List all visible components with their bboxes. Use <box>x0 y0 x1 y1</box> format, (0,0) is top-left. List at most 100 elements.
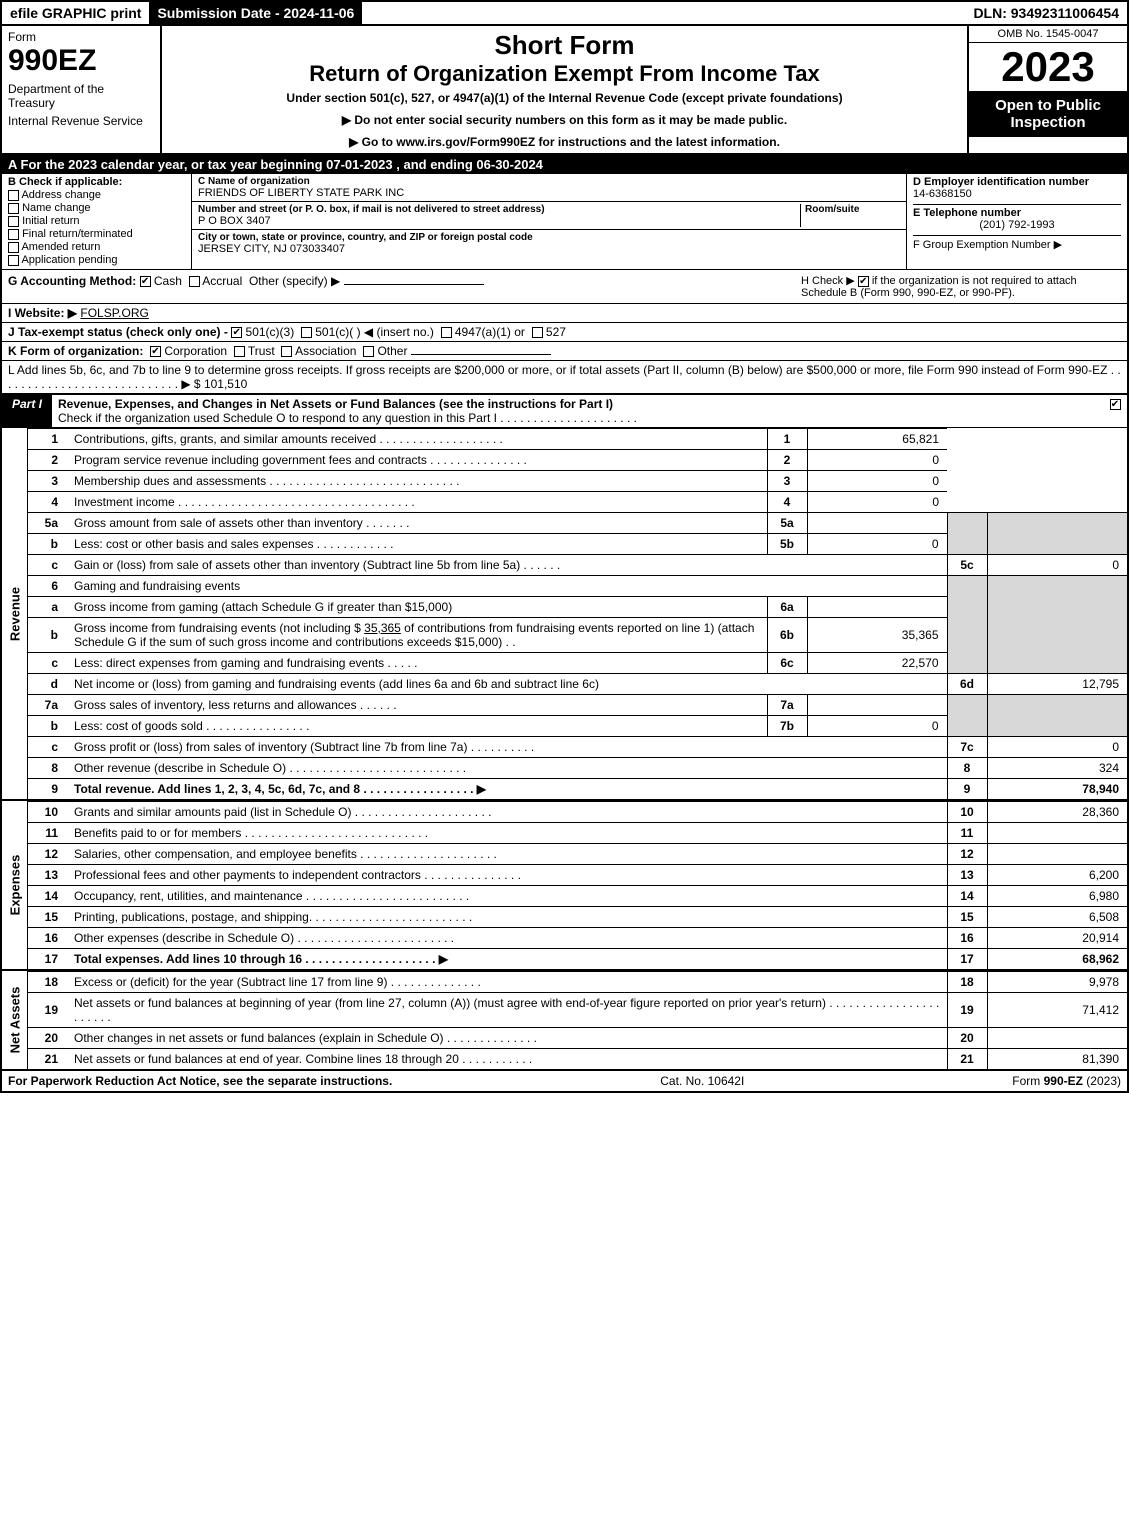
part-1-label: Part I <box>2 395 52 427</box>
line-5c-value: 0 <box>987 555 1127 576</box>
chk-amended-return[interactable]: Amended return <box>8 241 185 253</box>
chk-association[interactable] <box>281 346 292 357</box>
line-7c-value: 0 <box>987 737 1127 758</box>
dln: DLN: 93492311006454 <box>965 2 1127 24</box>
row-l: L Add lines 5b, 6c, and 7b to line 9 to … <box>2 361 1127 395</box>
efile-print-button[interactable]: efile GRAPHIC print <box>2 2 149 24</box>
chk-527[interactable] <box>532 327 543 338</box>
chk-accrual[interactable] <box>189 276 200 287</box>
line-21-value: 81,390 <box>987 1049 1127 1070</box>
f-group-label: F Group Exemption Number ▶ <box>913 239 1062 251</box>
line-2-value: 0 <box>807 450 947 471</box>
line-1-value: 65,821 <box>807 429 947 450</box>
open-to-public: Open to Public Inspection <box>969 91 1127 137</box>
row-g: G Accounting Method: Cash Accrual Other … <box>8 274 801 299</box>
d-ein-label: D Employer identification number <box>913 176 1121 188</box>
net-assets-table: 18Excess or (deficit) for the year (Subt… <box>28 971 1127 1069</box>
tax-year: 2023 <box>969 43 1127 91</box>
row-k: K Form of organization: Corporation Trus… <box>2 342 1127 361</box>
line-6d-value: 12,795 <box>987 674 1127 695</box>
chk-final-return[interactable]: Final return/terminated <box>8 228 185 240</box>
chk-corporation[interactable] <box>150 346 161 357</box>
chk-other-org[interactable] <box>363 346 374 357</box>
other-specify-input[interactable] <box>344 284 484 285</box>
form-word: Form <box>8 30 154 44</box>
revenue-section: Revenue 1Contributions, gifts, grants, a… <box>2 428 1127 799</box>
catalog-number: Cat. No. 10642I <box>392 1074 1012 1088</box>
telephone: (201) 792-1993 <box>913 219 1121 231</box>
street-label: Number and street (or P. O. box, if mail… <box>198 204 800 215</box>
part-1-header: Part I Revenue, Expenses, and Changes in… <box>2 395 1127 428</box>
chk-501c[interactable] <box>301 327 312 338</box>
year-block: OMB No. 1545-0047 2023 Open to Public In… <box>967 26 1127 153</box>
line-6b-value: 35,365 <box>807 618 947 653</box>
line-16-value: 20,914 <box>987 928 1127 949</box>
line-6a-value <box>807 597 947 618</box>
city-state-zip: JERSEY CITY, NJ 073033407 <box>198 243 900 255</box>
line-5b-value: 0 <box>807 534 947 555</box>
line-9-value: 78,940 <box>987 779 1127 800</box>
chk-4947[interactable] <box>441 327 452 338</box>
expenses-section: Expenses 10Grants and similar amounts pa… <box>2 799 1127 969</box>
row-h: H Check ▶ if the organization is not req… <box>801 274 1121 299</box>
section-bcd: B Check if applicable: Address change Na… <box>2 174 1127 270</box>
chk-cash[interactable] <box>140 276 151 287</box>
chk-initial-return[interactable]: Initial return <box>8 215 185 227</box>
chk-schedule-b[interactable] <box>858 276 869 287</box>
line-5a-value <box>807 513 947 534</box>
row-i: I Website: ▶ FOLSP.ORG <box>2 304 1127 323</box>
chk-name-change[interactable]: Name change <box>8 202 185 214</box>
gross-receipts: 101,510 <box>204 377 247 391</box>
revenue-table: 1Contributions, gifts, grants, and simil… <box>28 428 1127 799</box>
line-10-value: 28,360 <box>987 802 1127 823</box>
section-c: C Name of organization FRIENDS OF LIBERT… <box>192 174 907 269</box>
row-j: J Tax-exempt status (check only one) - 5… <box>2 323 1127 342</box>
omb-number: OMB No. 1545-0047 <box>969 26 1127 43</box>
expenses-sidelabel: Expenses <box>2 801 28 969</box>
line-3-value: 0 <box>807 471 947 492</box>
short-form-title: Short Form <box>168 30 961 61</box>
e-tel-label: E Telephone number <box>913 207 1021 219</box>
row-gh: G Accounting Method: Cash Accrual Other … <box>2 270 1127 304</box>
line-14-value: 6,980 <box>987 886 1127 907</box>
return-title: Return of Organization Exempt From Incom… <box>168 61 961 87</box>
chk-schedule-o-part1[interactable] <box>1110 399 1121 410</box>
line-13-value: 6,200 <box>987 865 1127 886</box>
line-7b-value: 0 <box>807 716 947 737</box>
form-id-block: Form 990EZ Department of the Treasury In… <box>2 26 162 153</box>
ein-value: 14-6368150 <box>913 188 1121 200</box>
net-assets-section: Net Assets 18Excess or (deficit) for the… <box>2 969 1127 1069</box>
chk-trust[interactable] <box>234 346 245 357</box>
line-18-value: 9,978 <box>987 972 1127 993</box>
line-6c-value: 22,570 <box>807 653 947 674</box>
paperwork-notice: For Paperwork Reduction Act Notice, see … <box>8 1074 392 1088</box>
dept-line-1: Department of the Treasury <box>8 82 154 110</box>
part-1-title: Revenue, Expenses, and Changes in Net As… <box>52 395 1103 427</box>
form-number: 990EZ <box>8 44 154 78</box>
top-bar: efile GRAPHIC print Submission Date - 20… <box>2 2 1127 26</box>
revenue-sidelabel: Revenue <box>2 428 28 799</box>
city-label: City or town, state or province, country… <box>198 232 900 243</box>
form-version: Form 990-EZ (2023) <box>1012 1074 1121 1088</box>
website-link[interactable]: FOLSP.ORG <box>80 306 148 320</box>
form-title-block: Short Form Return of Organization Exempt… <box>162 26 967 153</box>
line-17-value: 68,962 <box>987 949 1127 970</box>
row-a-tax-year: A For the 2023 calendar year, or tax yea… <box>2 155 1127 174</box>
section-def: D Employer identification number 14-6368… <box>907 174 1127 269</box>
line-8-value: 324 <box>987 758 1127 779</box>
chk-501c3[interactable] <box>231 327 242 338</box>
line-11-value <box>987 823 1127 844</box>
line-15-value: 6,508 <box>987 907 1127 928</box>
line-20-value <box>987 1028 1127 1049</box>
room-label: Room/suite <box>805 204 900 215</box>
submission-date: Submission Date - 2024-11-06 <box>149 2 362 24</box>
line-12-value <box>987 844 1127 865</box>
net-assets-sidelabel: Net Assets <box>2 971 28 1069</box>
org-name: FRIENDS OF LIBERTY STATE PARK INC <box>198 187 900 199</box>
goto-link[interactable]: ▶ Go to www.irs.gov/Form990EZ for instru… <box>168 135 961 149</box>
line-7a-value <box>807 695 947 716</box>
chk-address-change[interactable]: Address change <box>8 189 185 201</box>
chk-application-pending[interactable]: Application pending <box>8 254 185 266</box>
ssn-warning: ▶ Do not enter social security numbers o… <box>168 113 961 127</box>
other-org-input[interactable] <box>411 354 551 355</box>
